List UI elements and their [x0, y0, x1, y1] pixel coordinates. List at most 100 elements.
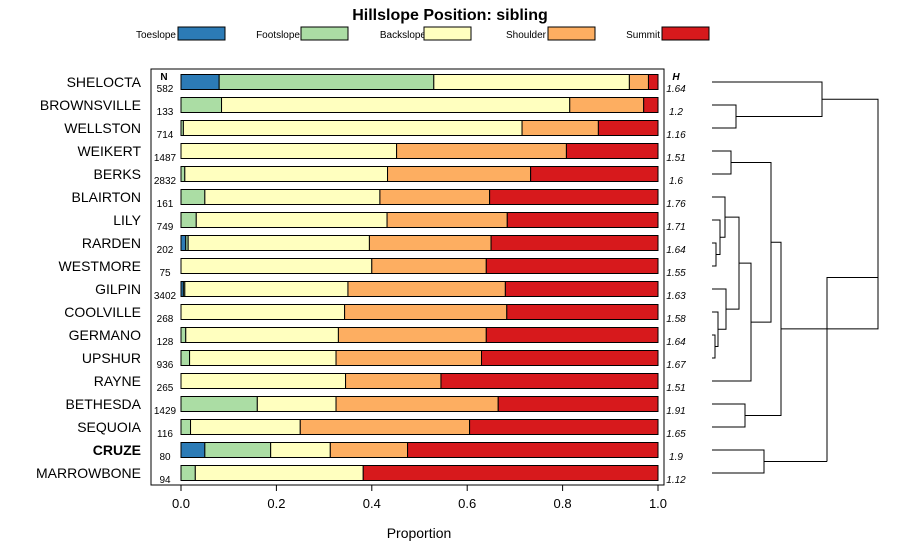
bar-segment-backslope — [204, 189, 381, 205]
legend-label-shoulder: Shoulder — [506, 30, 547, 41]
row-lily: LILY 749 1.71 — [113, 212, 686, 233]
row-rayne: RAYNE 265 1.51 — [94, 373, 686, 394]
bar-segment-shoulder — [387, 166, 532, 182]
bar-segment-backslope — [189, 350, 337, 366]
bar-segment-summit — [643, 97, 659, 113]
bar-segment-shoulder — [379, 189, 491, 205]
row-berks: BERKS 2832 1.6 — [94, 166, 683, 187]
x-tick-label: 0.2 — [267, 496, 285, 511]
bar-segment-backslope — [184, 166, 389, 182]
h-value: 1.58 — [666, 314, 686, 325]
row-label: UPSHUR — [82, 350, 141, 366]
dendrogram-branch — [712, 104, 737, 129]
n-value: 749 — [157, 222, 174, 233]
row-westmore: WESTMORE 75 1.55 — [59, 258, 686, 279]
h-value: 1.12 — [666, 475, 686, 486]
bar-segment-backslope — [180, 373, 347, 389]
legend-swatch-footslope — [300, 26, 349, 41]
bar-segment-shoulder — [386, 212, 508, 228]
bar-segment-summit — [362, 465, 659, 481]
legend-label-summit: Summit — [626, 30, 660, 41]
bar-segment-backslope — [180, 143, 398, 159]
legend-label-toeslope: Toeslope — [136, 30, 176, 41]
bar-segment-footslope — [180, 396, 258, 412]
n-value: 116 — [157, 429, 173, 440]
n-value: 714 — [157, 130, 174, 141]
bar-segment-toeslope — [180, 74, 220, 90]
legend-swatch-toeslope — [177, 26, 226, 41]
row-label: RAYNE — [94, 373, 141, 389]
bar-segment-shoulder — [396, 143, 567, 159]
dendrogram-branch — [712, 81, 823, 117]
row-bethesda: BETHESDA 1429 1.91 — [66, 396, 686, 417]
dendrogram-branch — [826, 277, 878, 462]
bar-segment-summit — [489, 189, 659, 205]
row-marrowbone: MARROWBONE 94 1.12 — [36, 465, 686, 486]
row-label: CRUZE — [93, 442, 141, 458]
bar-segment-summit — [485, 258, 659, 274]
bar-segment-summit — [530, 166, 659, 182]
bar-segment-shoulder — [521, 120, 599, 136]
row-label: BERKS — [94, 166, 141, 182]
row-label: SEQUOIA — [77, 419, 141, 435]
bar-segment-backslope — [182, 120, 523, 136]
legend-swatch-shoulder — [547, 26, 596, 41]
dendrogram-branch — [712, 288, 727, 330]
row-label: LILY — [113, 212, 141, 228]
row-coolville: COOLVILLE 268 1.58 — [64, 304, 686, 325]
legend-swatch-backslope — [423, 26, 472, 41]
bar-segment-backslope — [433, 74, 630, 90]
row-label: WESTMORE — [59, 258, 141, 274]
h-value: 1.64 — [666, 84, 686, 95]
bar-segment-shoulder — [335, 350, 483, 366]
n-value: 2832 — [154, 176, 177, 187]
bar-segment-shoulder — [569, 97, 645, 113]
bar-rows: SHELOCTA 582 1.64 BROWNSVILLE 133 1.2 WELLSTON… — [36, 74, 686, 486]
row-gilpin: GILPIN 3402 1.63 — [95, 281, 686, 302]
bar-segment-footslope — [180, 350, 191, 366]
bar-segment-footslope — [180, 97, 223, 113]
bar-segment-backslope — [190, 419, 301, 435]
h-value: 1.64 — [666, 245, 686, 256]
dendrogram-branch — [781, 98, 879, 330]
h-value: 1.76 — [666, 199, 686, 210]
bar-segment-footslope — [180, 465, 196, 481]
bar-segment-summit — [497, 396, 659, 412]
n-value: 75 — [159, 268, 171, 279]
h-value: 1.91 — [666, 406, 685, 417]
bar-segment-footslope — [180, 419, 192, 435]
h-value: 1.2 — [669, 107, 683, 118]
legend: Toeslope Footslope Backslope Shoulder Summit — [136, 26, 710, 41]
row-rarden: RARDEN 202 1.64 — [82, 235, 686, 256]
x-axis-label: Proportion — [387, 525, 452, 541]
bar-segment-footslope — [218, 74, 435, 90]
dendrogram-branch — [725, 216, 740, 310]
bar-segment-shoulder — [337, 327, 487, 343]
row-label: WEIKERT — [77, 143, 141, 159]
n-value: 268 — [157, 314, 174, 325]
bar-segment-backslope — [270, 442, 331, 458]
h-value: 1.51 — [666, 383, 685, 394]
row-wellston: WELLSTON 714 1.16 — [64, 120, 686, 141]
chart-title: Hillslope Position: sibling — [352, 7, 548, 24]
dendrogram-branch — [712, 334, 716, 359]
row-label: GERMANO — [69, 327, 141, 343]
bar-segment-summit — [490, 235, 659, 251]
row-label: RARDEN — [82, 235, 141, 251]
x-axis: 0.0 0.2 0.4 0.6 0.8 1.0 — [172, 485, 667, 511]
bar-segment-shoulder — [371, 258, 487, 274]
bar-segment-summit — [597, 120, 659, 136]
bar-segment-shoulder — [299, 419, 471, 435]
x-tick-label: 1.0 — [649, 496, 667, 511]
dendrogram-branch — [712, 449, 765, 474]
h-value: 1.51 — [666, 153, 685, 164]
n-value: 80 — [159, 452, 171, 463]
legend-label-backslope: Backslope — [380, 30, 427, 41]
bar-segment-footslope — [180, 189, 206, 205]
legend-swatch-summit — [661, 26, 710, 41]
bar-segment-footslope — [180, 166, 186, 182]
n-column-header: N — [160, 72, 167, 83]
row-brownsville: BROWNSVILLE 133 1.2 — [40, 97, 683, 118]
h-value: 1.9 — [669, 452, 683, 463]
bar-segment-backslope — [180, 304, 346, 320]
